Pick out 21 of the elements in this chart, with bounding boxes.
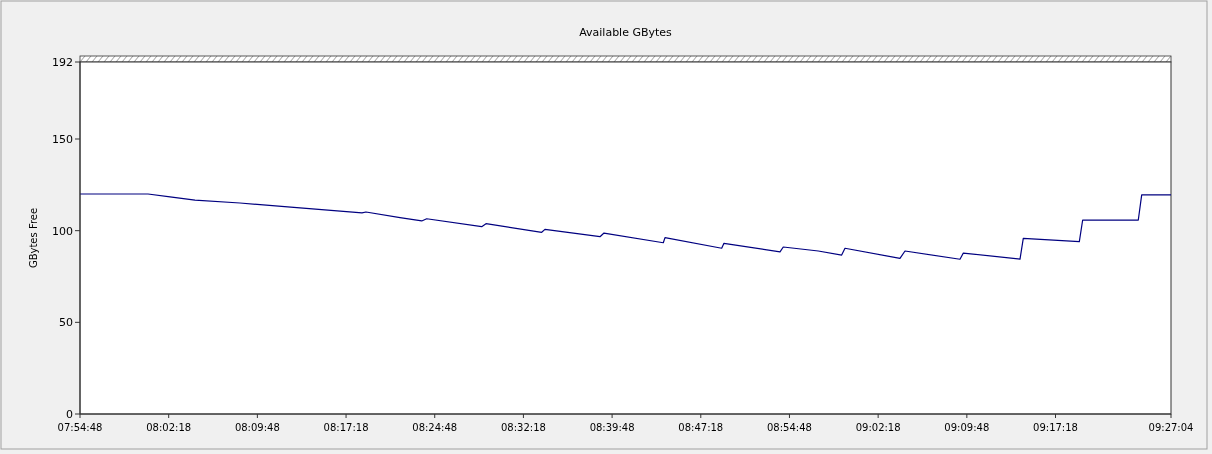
x-tick-label: 08:39:48: [589, 422, 635, 433]
x-tick-label: 07:54:48: [57, 422, 103, 433]
y-axis-title: GBytes Free: [28, 207, 39, 269]
x-tick-label: 09:17:18: [1033, 422, 1078, 433]
y-tick-label: 50: [59, 316, 73, 330]
x-tick-label: 08:54:48: [767, 422, 812, 433]
x-tick-label: 08:17:18: [323, 422, 369, 433]
y-tick-label: 0: [66, 407, 73, 421]
x-tick-label: 09:27:04: [1148, 422, 1194, 433]
x-tick-label: 09:09:48: [944, 422, 990, 433]
x-tick-label: 09:02:18: [855, 422, 901, 433]
x-tick-label: 08:02:18: [146, 422, 192, 433]
y-tick-label: 150: [52, 132, 73, 146]
x-tick-label: 08:32:18: [500, 422, 546, 433]
x-tick-label: 08:47:18: [678, 422, 724, 433]
x-tick-label: 08:24:48: [412, 422, 458, 433]
line-series: [79, 193, 1172, 260]
chart-title: Available GBytes: [579, 26, 673, 39]
y-tick-label: 192: [52, 55, 73, 69]
x-tick-label: 08:09:48: [234, 422, 280, 433]
y-tick-label: 100: [52, 224, 73, 238]
